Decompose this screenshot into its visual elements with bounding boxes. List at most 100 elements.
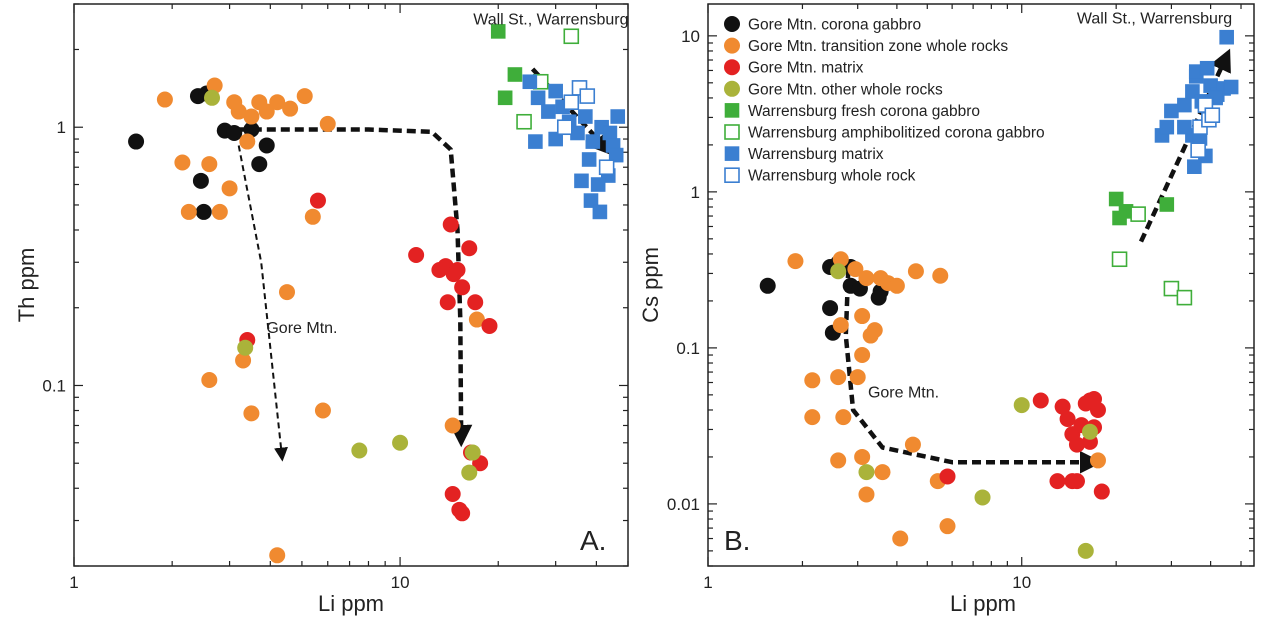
point-warrensburg-matrix [548, 83, 563, 99]
point-warrensburg-matrix [548, 131, 563, 147]
point-gore-mtn-transition-zone-whole-rocks [904, 436, 921, 453]
point-gore-mtn-transition-zone-whole-rocks [830, 369, 847, 386]
point-gore-mtn-matrix [1032, 392, 1049, 409]
point-gore-mtn-other-whole-rocks [974, 489, 991, 506]
trend-arrow [224, 127, 473, 448]
point-gore-mtn-transition-zone-whole-rocks [858, 486, 875, 503]
point-gore-mtn-matrix [1093, 483, 1110, 500]
legend-marker-warrensburg-matrix [724, 146, 740, 161]
point-gore-mtn-matrix [442, 216, 459, 233]
point-warrensburg-matrix [610, 109, 626, 124]
point-gore-mtn-matrix [939, 468, 956, 485]
point-warrensburg-matrix [592, 204, 608, 220]
point-gore-mtn-matrix [449, 261, 466, 278]
point-gore-mtn-matrix [1049, 473, 1066, 490]
legend-marker-warrensburg-fresh-corona-gabbro [724, 103, 740, 118]
legend-label: Gore Mtn. transition zone whole rocks [748, 38, 1008, 55]
point-gore-mtn-transition-zone-whole-rocks [830, 452, 847, 469]
y-tick-label: 0.1 [676, 339, 700, 358]
point-gore-mtn-other-whole-rocks [204, 89, 221, 106]
point-gore-mtn-transition-zone-whole-rocks [468, 311, 485, 328]
panel-b: 1 10 0.01 0.1 1 10 Li ppm Cs ppm B. Wall St.,… [638, 3, 1255, 616]
point-gore-mtn-matrix [481, 317, 498, 334]
point-gore-mtn-transition-zone-whole-rocks [243, 405, 260, 422]
y-tick-label: 1 [57, 118, 66, 137]
point-warrensburg-fresh-corona-gabbro [1108, 191, 1124, 207]
point-gore-mtn-corona-gabbro [195, 203, 212, 220]
point-warrensburg-matrix [1219, 29, 1234, 45]
point-warrensburg-fresh-corona-gabbro [490, 24, 506, 39]
panel-a-ticks [73, 3, 629, 567]
point-gore-mtn-transition-zone-whole-rocks [847, 261, 864, 278]
panel-a-ylabel: Th ppm [14, 248, 39, 323]
y-tick-label: 0.1 [42, 376, 66, 395]
point-warrensburg-matrix [574, 173, 589, 189]
point-gore-mtn-transition-zone-whole-rocks [243, 108, 260, 125]
point-gore-mtn-other-whole-rocks [392, 434, 409, 451]
x-tick-label: 1 [69, 573, 78, 592]
panel-b-tick-labels: 1 10 0.01 0.1 1 10 [667, 27, 1031, 592]
point-warrensburg-fresh-corona-gabbro [497, 90, 513, 106]
point-gore-mtn-matrix [1081, 392, 1098, 409]
trend-arrow [237, 145, 288, 462]
point-warrensburg-matrix [1187, 159, 1202, 174]
point-gore-mtn-corona-gabbro [870, 289, 887, 306]
point-warrensburg-amphibolitized-corona-gabbro [1176, 289, 1193, 306]
point-gore-mtn-other-whole-rocks [858, 464, 875, 481]
point-warrensburg-matrix [530, 90, 546, 106]
point-gore-mtn-transition-zone-whole-rocks [206, 77, 223, 94]
point-gore-mtn-transition-zone-whole-rocks [854, 308, 871, 325]
point-gore-mtn-transition-zone-whole-rocks [892, 530, 909, 547]
panel-b-xlabel: Li ppm [950, 591, 1016, 616]
point-warrensburg-matrix [602, 125, 618, 141]
point-gore-mtn-transition-zone-whole-rocks [239, 133, 256, 150]
point-gore-mtn-transition-zone-whole-rocks [174, 154, 191, 171]
point-warrensburg-amphibolitized-corona-gabbro [563, 28, 580, 45]
point-gore-mtn-transition-zone-whole-rocks [201, 372, 218, 389]
point-gore-mtn-transition-zone-whole-rocks [180, 203, 197, 220]
point-gore-mtn-transition-zone-whole-rocks [874, 464, 891, 481]
point-warrensburg-amphibolitized-corona-gabbro [516, 113, 532, 130]
point-gore-mtn-matrix [1054, 398, 1071, 415]
x-tick-label: 1 [703, 573, 712, 592]
point-gore-mtn-corona-gabbro [258, 137, 275, 154]
point-gore-mtn-transition-zone-whole-rocks [832, 251, 849, 268]
point-gore-mtn-matrix [408, 247, 425, 264]
point-warrensburg-whole-rock [556, 119, 573, 136]
y-tick-label: 0.01 [667, 495, 700, 514]
point-gore-mtn-transition-zone-whole-rocks [319, 115, 336, 132]
panel-a-points [128, 24, 626, 564]
point-gore-mtn-transition-zone-whole-rocks [258, 103, 275, 120]
point-gore-mtn-transition-zone-whole-rocks [866, 322, 883, 339]
legend-marker-gore-mtn-corona-gabbro [724, 16, 740, 32]
point-warrensburg-whole-rock [563, 94, 580, 110]
panel-a-tick-labels: 1 10 0.1 1 [42, 118, 409, 592]
legend-label: Gore Mtn. corona gabbro [748, 17, 921, 34]
point-gore-mtn-transition-zone-whole-rocks [939, 518, 956, 535]
point-gore-mtn-transition-zone-whole-rocks [201, 156, 218, 173]
point-gore-mtn-other-whole-rocks [351, 442, 368, 459]
point-gore-mtn-corona-gabbro [226, 124, 243, 141]
point-warrensburg-fresh-corona-gabbro [507, 67, 523, 82]
legend-label: Gore Mtn. matrix [748, 60, 864, 77]
point-gore-mtn-matrix [467, 294, 484, 311]
point-warrensburg-whole-rock [1190, 142, 1206, 158]
point-warrensburg-matrix [1199, 60, 1215, 76]
point-gore-mtn-transition-zone-whole-rocks [804, 409, 821, 426]
point-warrensburg-matrix [541, 104, 556, 119]
point-gore-mtn-transition-zone-whole-rocks [235, 352, 252, 369]
point-warrensburg-matrix [590, 177, 606, 192]
point-gore-mtn-transition-zone-whole-rocks [221, 180, 238, 197]
point-gore-mtn-transition-zone-whole-rocks [314, 402, 331, 419]
point-gore-mtn-transition-zone-whole-rocks [858, 270, 875, 287]
point-gore-mtn-transition-zone-whole-rocks [932, 267, 949, 284]
point-warrensburg-matrix [1164, 103, 1179, 119]
point-warrensburg-fresh-corona-gabbro [1112, 210, 1127, 226]
legend-marker-gore-mtn-other-whole-rocks [724, 80, 740, 97]
point-gore-mtn-matrix [439, 294, 456, 311]
legend-marker-gore-mtn-transition-zone-whole-rocks [724, 37, 740, 54]
point-gore-mtn-transition-zone-whole-rocks [444, 417, 461, 434]
point-gore-mtn-matrix [1068, 473, 1085, 490]
point-warrensburg-matrix [1159, 119, 1175, 135]
